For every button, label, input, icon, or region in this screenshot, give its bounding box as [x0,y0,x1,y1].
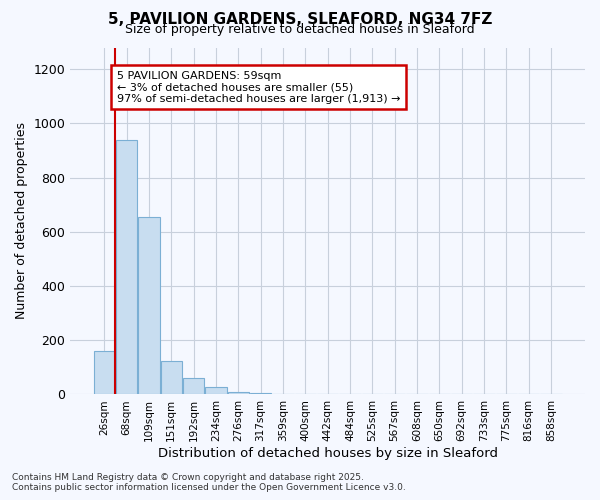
Text: 5, PAVILION GARDENS, SLEAFORD, NG34 7FZ: 5, PAVILION GARDENS, SLEAFORD, NG34 7FZ [108,12,492,28]
Bar [116,140,137,394]
Text: Size of property relative to detached houses in Sleaford: Size of property relative to detached ho… [125,22,475,36]
Bar [161,360,182,394]
Text: 5 PAVILION GARDENS: 59sqm
← 3% of detached houses are smaller (55)
97% of semi-d: 5 PAVILION GARDENS: 59sqm ← 3% of detach… [116,70,400,104]
Bar [94,351,115,395]
X-axis label: Distribution of detached houses by size in Sleaford: Distribution of detached houses by size … [158,447,497,460]
Bar [227,392,249,394]
Y-axis label: Number of detached properties: Number of detached properties [15,122,28,320]
Bar [183,378,204,394]
Bar [139,217,160,394]
Bar [250,393,271,394]
Text: Contains HM Land Registry data © Crown copyright and database right 2025.
Contai: Contains HM Land Registry data © Crown c… [12,473,406,492]
Bar [205,387,227,394]
